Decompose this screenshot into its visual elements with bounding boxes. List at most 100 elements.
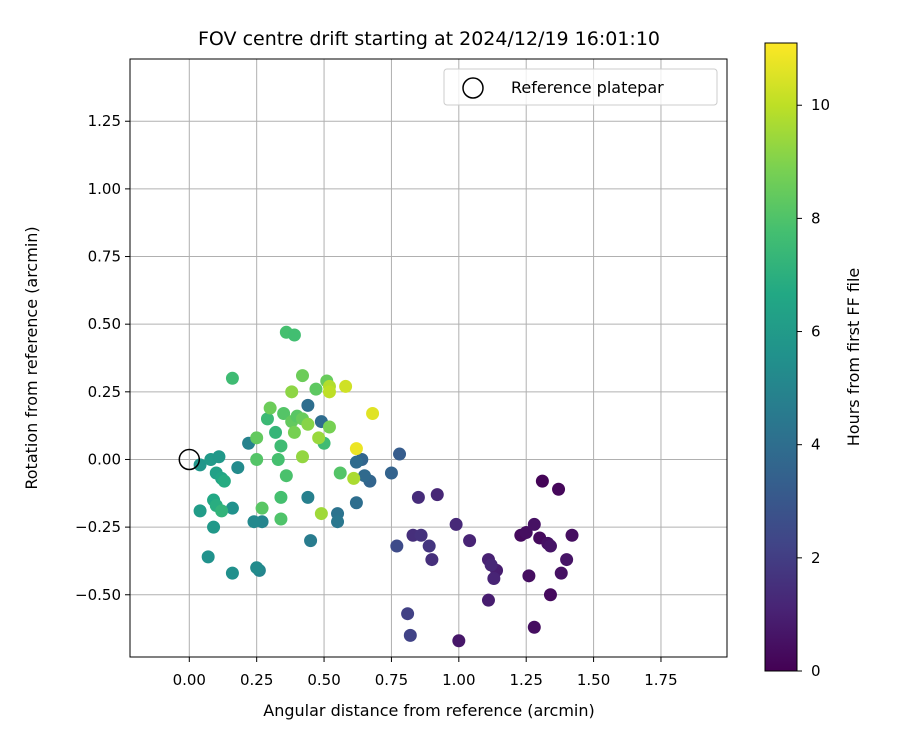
scatter-point: [231, 461, 245, 475]
scatter-point: [519, 526, 533, 540]
scatter-point: [215, 504, 229, 518]
scatter-point: [314, 507, 328, 521]
scatter-point: [414, 528, 428, 542]
scatter-point: [347, 471, 361, 485]
x-tick-label: 0.50: [307, 671, 340, 689]
scatter-point: [481, 593, 495, 607]
scatter-point: [301, 417, 315, 431]
colorbar-tick-label: 8: [811, 209, 821, 227]
y-tick-label: 0.75: [88, 248, 121, 266]
scatter-point: [554, 566, 568, 580]
scatter-point: [449, 517, 463, 531]
colorbar-tick-label: 10: [811, 96, 830, 114]
scatter-point: [217, 474, 231, 488]
scatter-point: [349, 455, 363, 469]
scatter-point: [193, 504, 207, 518]
colorbar-tick-label: 0: [811, 662, 821, 680]
scatter-point: [287, 425, 301, 439]
scatter-point: [271, 452, 285, 466]
scatter-point: [250, 431, 264, 445]
scatter-point: [425, 553, 439, 567]
scatter-point: [349, 442, 363, 456]
y-tick-label: 0.00: [88, 450, 121, 468]
scatter-point: [403, 628, 417, 642]
scatter-point: [322, 420, 336, 434]
scatter-point: [250, 561, 264, 575]
scatter-point: [543, 588, 557, 602]
colorbar-tick-label: 2: [811, 549, 821, 567]
scatter-point: [339, 379, 353, 393]
scatter-point: [274, 512, 288, 526]
scatter-point: [277, 406, 291, 420]
scatter-point: [212, 450, 226, 464]
x-tick-label: 1.50: [577, 671, 610, 689]
scatter-point: [401, 607, 415, 621]
x-axis-label: Angular distance from reference (arcmin): [263, 701, 594, 720]
scatter-point: [260, 412, 274, 426]
scatter-point: [225, 566, 239, 580]
y-tick-label: −0.50: [75, 586, 121, 604]
scatter-point: [522, 569, 536, 583]
colorbar-tick-label: 4: [811, 436, 821, 454]
grid-lines: [130, 59, 727, 657]
scatter-point: [250, 452, 264, 466]
scatter-point: [366, 406, 380, 420]
scatter-point: [201, 550, 215, 564]
data-points: [193, 325, 579, 648]
scatter-point: [430, 488, 444, 502]
x-tick-label: 0.00: [173, 671, 206, 689]
plot-frame: [129, 58, 728, 658]
colorbar: 0 2 4 6 8 10 Hours from first FF file: [764, 42, 863, 680]
y-axis-label: Rotation from reference (arcmin): [22, 226, 41, 489]
scatter-point: [411, 490, 425, 504]
chart-title: FOV centre drift starting at 2024/12/19 …: [198, 28, 660, 50]
scatter-point: [390, 539, 404, 553]
scatter-point: [322, 385, 336, 399]
scatter-point: [422, 539, 436, 553]
legend-reference-marker: [462, 77, 484, 99]
scatter-point: [463, 534, 477, 548]
scatter-point: [535, 474, 549, 488]
scatter-point: [225, 501, 239, 515]
x-tick-label: 1.25: [510, 671, 543, 689]
scatter-point: [384, 466, 398, 480]
scatter-point: [263, 401, 277, 415]
scatter-point: [527, 620, 541, 634]
scatter-point: [543, 539, 557, 553]
scatter-point: [560, 553, 574, 567]
scatter-point: [301, 398, 315, 412]
y-tick-label: 0.50: [88, 315, 121, 333]
scatter-point: [301, 490, 315, 504]
scatter-point: [274, 439, 288, 453]
scatter-point: [484, 558, 498, 572]
colorbar-ticks: 0 2 4 6 8 10: [797, 96, 830, 680]
scatter-point: [279, 469, 293, 483]
reference-point: [178, 448, 201, 471]
colorbar-label: Hours from first FF file: [844, 268, 863, 447]
scatter-point: [393, 447, 407, 461]
scatter-point: [255, 501, 269, 515]
scatter-point: [312, 431, 326, 445]
x-axis-ticks: 0.00 0.25 0.50 0.75 1.00 1.25 1.50 1.75: [173, 657, 678, 689]
x-tick-label: 0.75: [375, 671, 408, 689]
colorbar-gradient: [764, 42, 798, 672]
scatter-point: [287, 328, 301, 342]
scatter-point: [527, 517, 541, 531]
reference-marker: [178, 448, 201, 471]
scatter-point: [193, 458, 207, 472]
scatter-point: [349, 496, 363, 510]
scatter-point: [295, 450, 309, 464]
x-tick-label: 1.75: [644, 671, 677, 689]
colorbar-tick-label: 6: [811, 323, 821, 341]
scatter-point: [304, 534, 318, 548]
scatter-point: [274, 490, 288, 504]
scatter-point: [269, 425, 283, 439]
y-tick-label: −0.25: [75, 518, 121, 536]
scatter-point: [207, 520, 221, 534]
y-tick-label: 1.00: [88, 180, 121, 198]
scatter-point: [285, 385, 299, 399]
scatter-point: [225, 371, 239, 385]
y-tick-label: 1.25: [88, 112, 121, 130]
scatter-point: [333, 466, 347, 480]
